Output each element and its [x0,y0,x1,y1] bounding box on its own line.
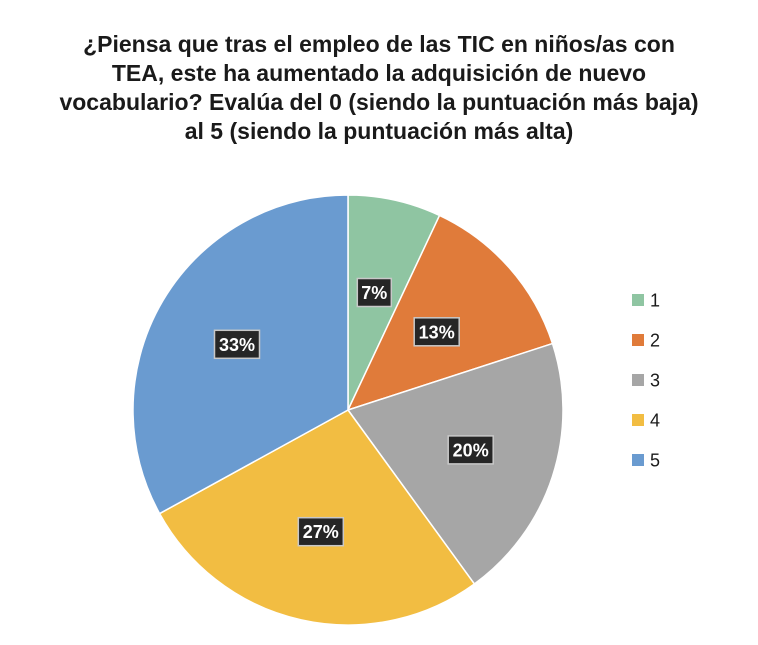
legend: 1 2 3 4 5 [632,291,660,471]
legend-swatch [632,454,644,466]
data-label-box [297,516,345,547]
data-label-box [356,277,393,308]
legend-label: 2 [650,331,660,351]
pie-data-labels: 7% 13% 20% 27% 33% [213,277,494,547]
legend-swatch [632,334,644,346]
data-label-box [213,329,261,360]
legend-swatch [632,414,644,426]
pie-slices [132,194,564,626]
legend-swatch [632,374,644,386]
chart-title-line-2: TEA, este ha aumentado la adquisición de… [111,60,647,86]
data-label-text: 20% [453,440,489,460]
pie-slice-2 [346,214,554,412]
data-label-1: 7% [356,277,393,308]
data-label-5: 33% [213,329,261,360]
legend-item-1: 1 [632,291,660,311]
chart-title-line-1: ¿Piensa que tras el empleo de las TIC en… [83,31,675,57]
legend-item-3: 3 [632,371,660,391]
data-label-text: 13% [419,322,455,342]
chart-title-line-3: vocabulario? Evalúa del 0 (siendo la pun… [59,89,699,115]
legend-label: 5 [650,451,660,471]
chart-title: ¿Piensa que tras el empleo de las TIC en… [0,30,758,146]
data-label-2: 13% [413,317,460,347]
legend-item-4: 4 [632,411,660,431]
legend-item-5: 5 [632,451,660,471]
data-label-box [447,435,494,465]
data-label-3: 20% [447,435,494,465]
legend-label: 3 [650,371,660,391]
data-label-text: 33% [219,335,255,355]
legend-item-2: 2 [632,331,660,351]
chart-title-line-4: al 5 (siendo la puntuación más alta) [184,118,574,144]
data-label-box [413,317,460,347]
legend-swatch [632,294,644,306]
legend-label: 1 [650,291,660,311]
legend-label: 4 [650,411,660,431]
data-label-4: 27% [297,516,345,547]
data-label-text: 27% [303,522,339,542]
data-label-text: 7% [361,283,387,303]
